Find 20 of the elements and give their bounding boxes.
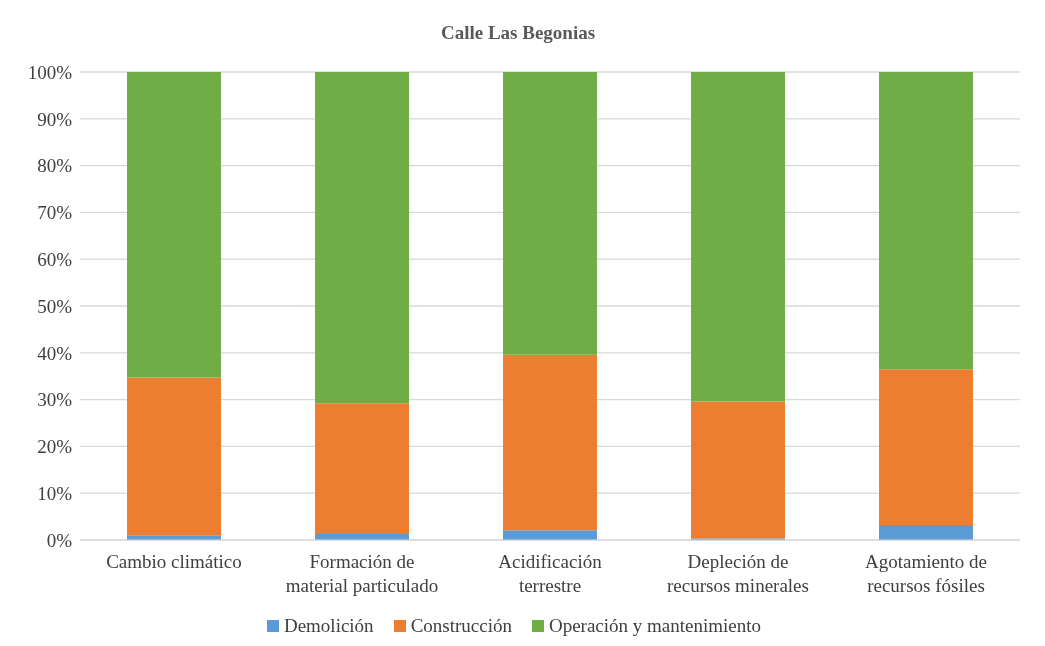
y-tick-label: 90% [37, 108, 73, 130]
y-tick-label: 20% [37, 436, 73, 458]
y-tick-label: 50% [37, 295, 73, 317]
y-tick-label: 30% [37, 389, 73, 411]
y-tick-label: 40% [37, 342, 73, 364]
chart-title: Calle Las Begonias [439, 21, 597, 45]
y-tick-label: 0% [46, 529, 73, 551]
x-tick-label: Cambio climático [106, 551, 242, 572]
legend-label: Operación y mantenimiento [548, 615, 762, 637]
x-tick-label: Formación de material particulado [285, 551, 439, 596]
y-tick-label: 100% [27, 61, 73, 83]
y-tick-label: 70% [37, 202, 73, 224]
y-tick-label: 80% [37, 155, 73, 177]
x-tick-label: Depleción de recursos minerales [667, 551, 809, 596]
x-tick-label: Agotamiento de recursos fósiles [865, 551, 987, 596]
legend-label: Construcción [410, 615, 512, 637]
y-tick-label: 60% [37, 248, 73, 270]
y-tick-label: 10% [37, 482, 73, 504]
legend-label: Demolición [283, 615, 374, 637]
x-tick-label: Acidificación terrestre [498, 551, 603, 596]
